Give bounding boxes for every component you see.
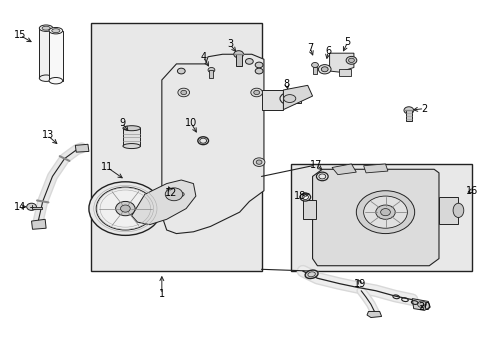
Ellipse shape bbox=[346, 57, 356, 64]
Bar bbox=[235, 54, 241, 66]
Circle shape bbox=[403, 107, 413, 114]
Bar bbox=[261, 90, 283, 110]
Circle shape bbox=[380, 208, 389, 216]
Bar bbox=[91, 23, 261, 271]
Text: 19: 19 bbox=[353, 279, 366, 289]
Text: 3: 3 bbox=[226, 39, 232, 49]
Circle shape bbox=[245, 59, 253, 64]
Circle shape bbox=[27, 203, 36, 210]
Circle shape bbox=[207, 67, 214, 72]
Bar bbox=[209, 70, 213, 78]
Circle shape bbox=[178, 88, 189, 97]
Ellipse shape bbox=[42, 26, 50, 30]
Polygon shape bbox=[312, 169, 438, 266]
Circle shape bbox=[253, 158, 264, 166]
Text: 17: 17 bbox=[310, 160, 322, 170]
Bar bbox=[312, 67, 316, 74]
Circle shape bbox=[356, 191, 414, 234]
Bar bbox=[49, 31, 62, 81]
Ellipse shape bbox=[318, 174, 325, 179]
Bar bbox=[438, 197, 458, 224]
Bar bbox=[39, 28, 53, 78]
Circle shape bbox=[165, 188, 183, 201]
Circle shape bbox=[253, 90, 259, 95]
Text: 16: 16 bbox=[465, 186, 477, 196]
Text: 11: 11 bbox=[101, 162, 113, 172]
Text: 12: 12 bbox=[165, 188, 178, 198]
Polygon shape bbox=[329, 53, 353, 72]
Text: 14: 14 bbox=[14, 202, 26, 212]
Ellipse shape bbox=[452, 203, 463, 217]
Text: 4: 4 bbox=[200, 52, 206, 62]
Ellipse shape bbox=[316, 172, 327, 181]
Bar bbox=[277, 94, 300, 103]
Text: 13: 13 bbox=[41, 130, 54, 140]
Circle shape bbox=[178, 192, 184, 197]
Text: 1: 1 bbox=[159, 289, 164, 299]
Circle shape bbox=[311, 63, 318, 67]
Circle shape bbox=[417, 301, 426, 307]
Circle shape bbox=[256, 160, 262, 164]
Bar bbox=[122, 128, 140, 146]
Polygon shape bbox=[411, 298, 429, 310]
Circle shape bbox=[181, 90, 186, 95]
Circle shape bbox=[120, 205, 130, 212]
Circle shape bbox=[116, 202, 135, 216]
Circle shape bbox=[96, 187, 154, 230]
Ellipse shape bbox=[321, 67, 327, 72]
Text: 7: 7 bbox=[306, 43, 313, 53]
Polygon shape bbox=[283, 85, 312, 110]
Text: 20: 20 bbox=[417, 302, 430, 312]
Ellipse shape bbox=[305, 270, 317, 279]
Bar bbox=[405, 111, 411, 121]
Bar bbox=[290, 164, 470, 271]
Circle shape bbox=[363, 196, 407, 228]
Ellipse shape bbox=[122, 126, 140, 131]
Bar bbox=[302, 200, 316, 219]
Circle shape bbox=[255, 62, 263, 68]
Circle shape bbox=[175, 190, 187, 199]
Text: 10: 10 bbox=[184, 118, 197, 128]
Ellipse shape bbox=[348, 58, 354, 63]
Circle shape bbox=[375, 205, 394, 219]
Bar bbox=[339, 68, 350, 76]
Ellipse shape bbox=[39, 25, 53, 31]
Polygon shape bbox=[331, 164, 356, 175]
Ellipse shape bbox=[318, 64, 330, 74]
Circle shape bbox=[255, 68, 263, 74]
Polygon shape bbox=[366, 311, 381, 318]
Circle shape bbox=[177, 68, 185, 74]
Ellipse shape bbox=[302, 195, 308, 199]
Ellipse shape bbox=[283, 95, 295, 103]
Text: 5: 5 bbox=[344, 37, 350, 48]
Circle shape bbox=[89, 182, 162, 235]
Text: 6: 6 bbox=[325, 46, 330, 57]
Ellipse shape bbox=[52, 29, 60, 33]
Ellipse shape bbox=[49, 77, 62, 84]
Circle shape bbox=[233, 51, 243, 58]
Polygon shape bbox=[363, 164, 387, 173]
Text: 15: 15 bbox=[14, 30, 26, 40]
Ellipse shape bbox=[122, 144, 140, 149]
Ellipse shape bbox=[200, 138, 206, 143]
Ellipse shape bbox=[49, 27, 62, 34]
Polygon shape bbox=[75, 144, 89, 152]
Ellipse shape bbox=[280, 92, 299, 105]
Ellipse shape bbox=[299, 193, 310, 201]
Polygon shape bbox=[31, 219, 46, 229]
Polygon shape bbox=[162, 54, 264, 234]
Polygon shape bbox=[131, 180, 196, 225]
Ellipse shape bbox=[198, 137, 208, 145]
Text: 9: 9 bbox=[119, 118, 125, 128]
Bar bbox=[31, 207, 42, 209]
Ellipse shape bbox=[39, 75, 53, 81]
Text: 8: 8 bbox=[283, 78, 289, 89]
Text: 18: 18 bbox=[294, 191, 306, 201]
Text: 2: 2 bbox=[421, 104, 427, 113]
Circle shape bbox=[250, 88, 262, 97]
